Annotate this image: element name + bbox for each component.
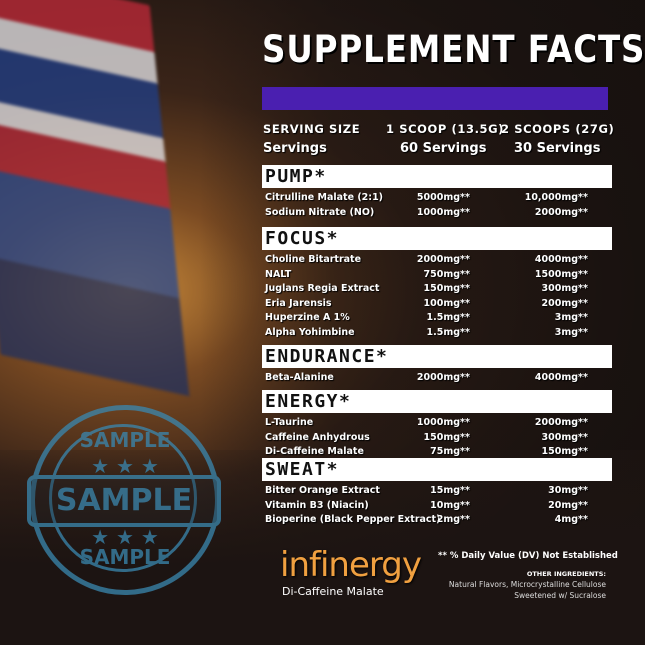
amount-1-scoop: 2000mg** [416,254,470,265]
ingredient-name: Juglans Regia Extract [265,283,380,294]
accent-bar [262,87,608,110]
stamp-stars-icon: ★ ★ ★ [91,454,159,478]
servings-col2: 30 Servings [514,141,601,156]
stamp-top-text: SAMPLE [79,428,171,452]
amount-1-scoop: 75mg** [430,446,470,457]
table-row: Di-Caffeine Malate 75mg** 150mg** [262,446,612,461]
amount-2-scoops: 300mg** [541,431,588,443]
serving-size-label: SERVING SIZE [263,122,361,136]
section-header: ENDURANCE* [262,345,612,368]
table-row: L-Taurine 1000mg** 2000mg** [262,417,612,432]
table-row: Caffeine Anhydrous 150mg** 300mg** [262,432,612,447]
amount-2-scoops: 4000mg** [534,372,588,383]
table-row: Citrulline Malate (2:1) 5000mg** 10,000mg*… [262,192,612,207]
amount-2-scoops: 1500mg** [534,268,588,280]
serving-col2: 2 SCOOPS (27G) [501,122,615,136]
amount-2-scoops: 4mg** [554,514,588,525]
table-row: Bioperine (Black Pepper Extract) 2mg** 4mg… [262,514,612,529]
stamp-stars-icon: ★ ★ ★ [91,525,159,549]
table-row: Beta-Alanine 2000mg** 4000mg** [262,372,612,387]
amount-1-scoop: 750mg** [423,268,470,280]
amount-1-scoop: 150mg** [423,283,470,294]
ingredient-name: Beta-Alanine [265,372,334,383]
ingredient-name: Sodium Nitrate (NO) [265,206,375,218]
amount-2-scoops: 2000mg** [534,417,588,428]
amount-2-scoops: 10,000mg** [524,192,588,203]
stamp-bottom-text: SAMPLE [79,545,171,569]
amount-1-scoop: 100mg** [423,297,470,309]
table-row: Vitamin B3 (Niacin) 10mg** 20mg** [262,500,612,515]
table-row: NALT 750mg** 1500mg** [262,269,612,284]
table-row: Sodium Nitrate (NO) 1000mg** 2000mg** [262,207,612,222]
ingredient-name: Huperzine A 1% [265,312,350,323]
amount-1-scoop: 1.5mg** [426,312,470,323]
amount-2-scoops: 200mg** [541,297,588,309]
amount-1-scoop: 2000mg** [416,372,470,383]
brand-logo-subtitle: Di-Caffeine Malate [282,585,384,598]
page-title: SUPPLEMENT FACTS [262,28,645,71]
serving-col1: 1 SCOOP (13.5G) [386,122,505,136]
amount-1-scoop: 150mg** [423,431,470,443]
ingredient-name: Choline Bitartrate [265,254,362,265]
amount-2-scoops: 2000mg** [534,206,588,218]
table-row: Bitter Orange Extract 15mg** 30mg** [262,485,612,500]
amount-1-scoop: 1000mg** [416,417,470,428]
servings-label: Servings [263,141,327,156]
ingredient-name: L-Taurine [265,417,314,428]
other-ingredients-label: OTHER INGREDIENTS: [526,570,606,578]
amount-2-scoops: 20mg** [548,499,588,511]
amount-2-scoops: 300mg** [541,283,588,294]
section-energy: ENERGY* L-Taurine 1000mg** 2000mg** Caffeine… [262,390,612,461]
ingredient-name: Vitamin B3 (Niacin) [265,499,369,511]
flag-background [0,0,190,397]
section-sweat: SWEAT* Bitter Orange Extract 15mg** 30mg** V… [262,458,612,529]
brand-logo: infinergy [280,545,422,585]
ingredient-name: Di-Caffeine Malate [265,446,364,457]
section-pump: PUMP* Citrulline Malate (2:1) 5000mg** 10,0… [262,165,612,221]
ingredient-name: Alpha Yohimbine [265,326,355,338]
amount-2-scoops: 3mg** [554,326,588,338]
ingredient-name: Citrulline Malate (2:1) [265,192,384,203]
table-row: Eria Jarensis 100mg** 200mg** [262,298,612,313]
table-row: Choline Bitartrate 2000mg** 4000mg** [262,254,612,269]
section-header: SWEAT* [262,458,612,481]
stamp-center-text: SAMPLE [27,475,221,527]
section-endurance: ENDURANCE* Beta-Alanine 2000mg** 4000mg** [262,345,612,387]
amount-1-scoop: 1000mg** [416,206,470,218]
ingredient-name: Bioperine (Black Pepper Extract) [265,514,441,525]
amount-2-scoops: 150mg** [541,446,588,457]
amount-2-scoops: 30mg** [548,485,588,496]
table-row: Huperzine A 1% 1.5mg** 3mg** [262,312,612,327]
section-header: FOCUS* [262,227,612,250]
amount-1-scoop: 1.5mg** [426,326,470,338]
amount-1-scoop: 10mg** [430,499,470,511]
amount-1-scoop: 15mg** [430,485,470,496]
amount-1-scoop: 2mg** [436,514,470,525]
ingredient-name: NALT [265,268,292,280]
amount-2-scoops: 3mg** [554,312,588,323]
ingredient-name: Caffeine Anhydrous [265,431,370,443]
sample-stamp: SAMPLE ★ ★ ★ SAMPLE ★ ★ ★ SAMPLE [27,405,221,595]
section-focus: FOCUS* Choline Bitartrate 2000mg** 4000mg**… [262,227,612,341]
ingredient-name: Eria Jarensis [265,297,332,309]
amount-1-scoop: 5000mg** [416,192,470,203]
table-row: Alpha Yohimbine 1.5mg** 3mg** [262,327,612,342]
section-header: PUMP* [262,165,612,188]
section-header: ENERGY* [262,390,612,413]
ingredient-name: Bitter Orange Extract [265,485,380,496]
table-row: Juglans Regia Extract 150mg** 300mg** [262,283,612,298]
amount-2-scoops: 4000mg** [534,254,588,265]
dv-note: ** % Daily Value (DV) Not Established [438,551,618,561]
servings-col1: 60 Servings [400,141,487,156]
other-ingredients-text: Natural Flavors, Microcrystalline Cellul… [448,580,606,600]
